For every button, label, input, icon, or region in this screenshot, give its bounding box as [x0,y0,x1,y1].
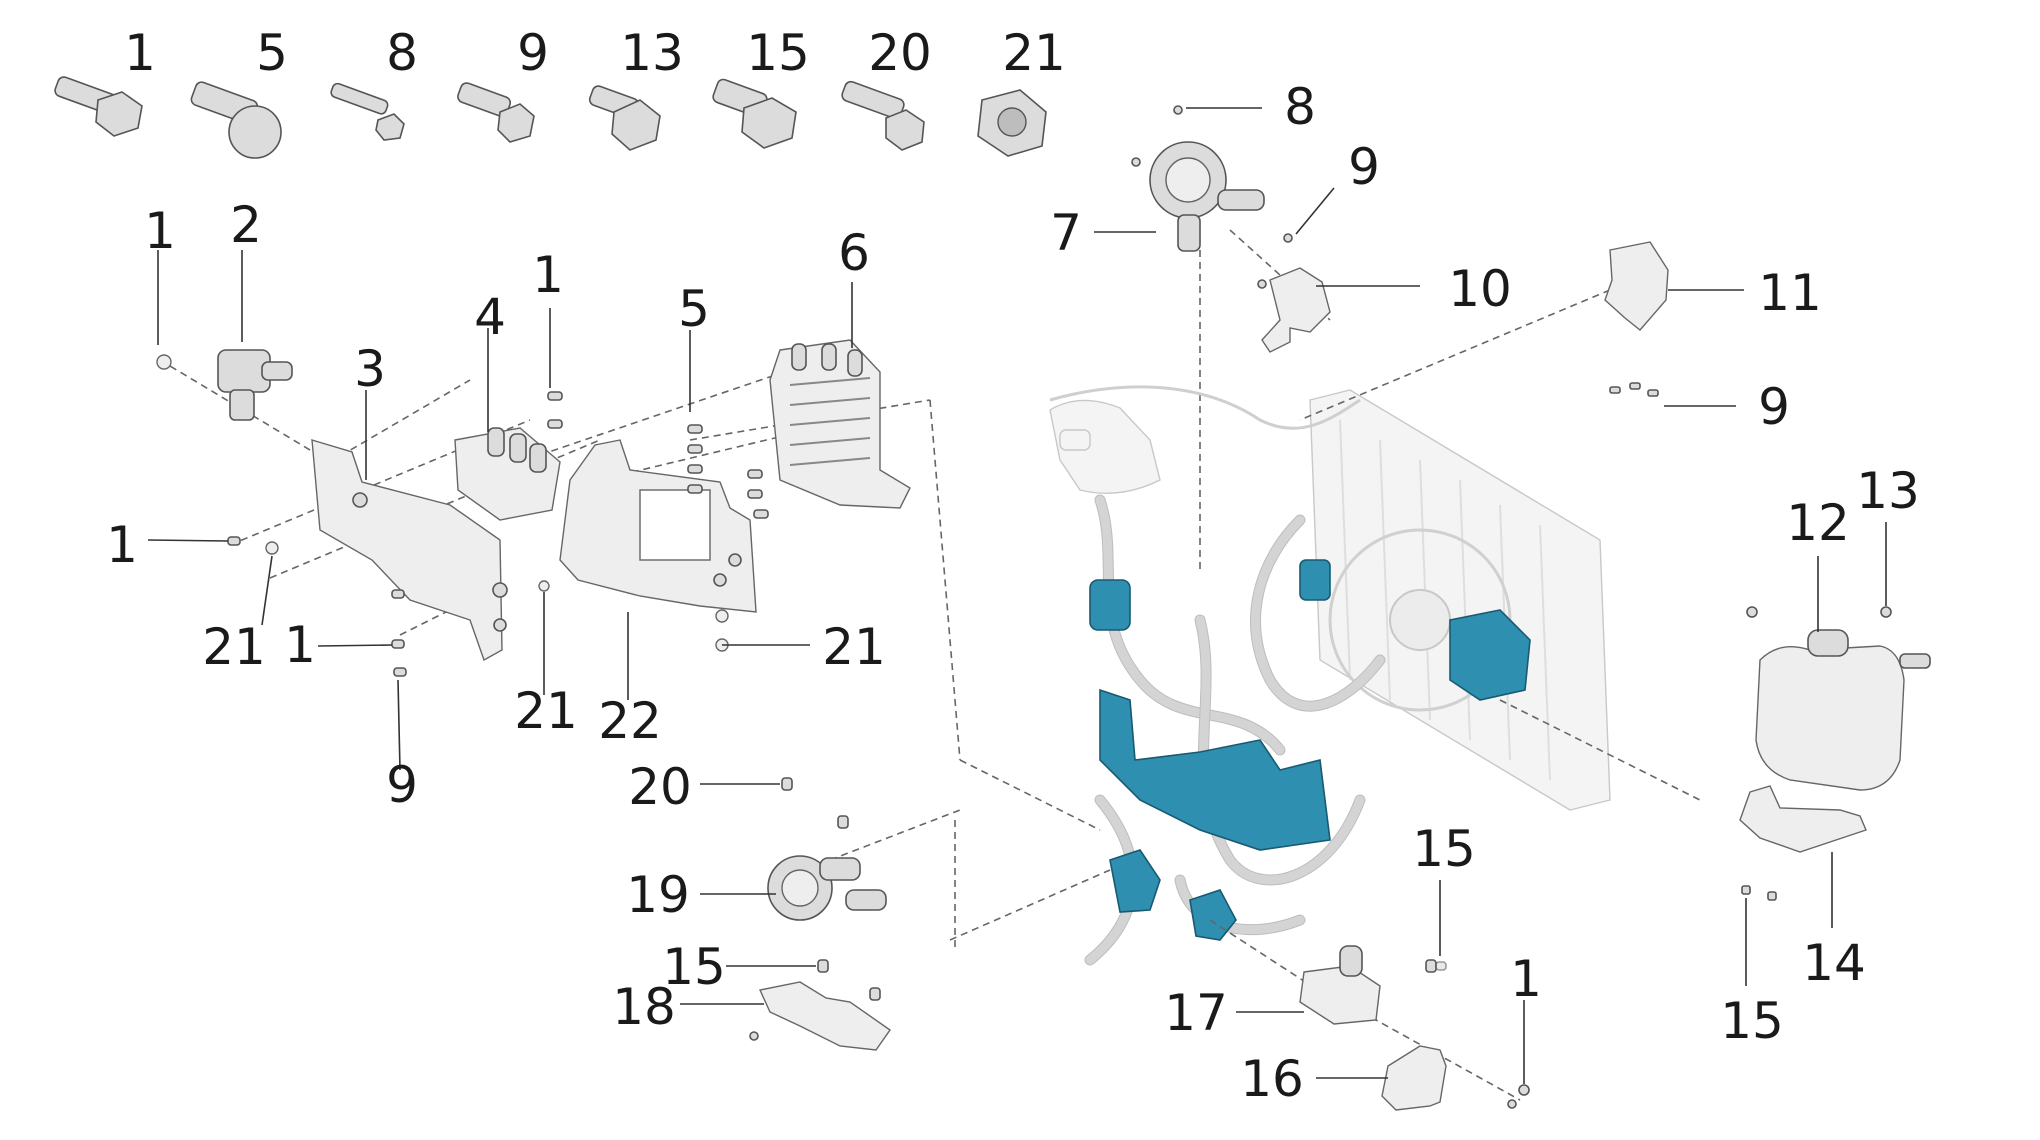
fastener-15: 15 [712,24,810,149]
left-assembly-group: 1 2 3 4 1 5 6 1 21 1 9 21 22 21 [106,196,931,814]
callout-14: 14 [1802,934,1866,992]
part-16-bracket [1381,1045,1447,1111]
part-2-valve [156,349,293,421]
callout-19: 19 [626,866,690,924]
part-22-carrier-plate [559,439,757,613]
radiator-pack [1309,389,1611,811]
callout-1-c: 1 [106,516,138,574]
callout-7: 7 [1050,204,1082,262]
callout-1-b: 1 [532,246,564,304]
callout-22: 22 [598,692,662,750]
callout-17: 17 [1164,984,1228,1042]
callout-4: 4 [474,288,506,346]
fastener-9: 9 [457,24,549,143]
fastener-8: 8 [330,24,418,141]
ghost-reservoir [1049,399,1161,494]
callout-21-c: 21 [822,618,886,676]
fastener-label-21: 21 [1002,24,1066,82]
callout-10: 10 [1448,260,1512,318]
callout-9-c: 9 [386,756,418,814]
fastener-5: 5 [190,24,288,159]
fastener-label-9: 9 [517,24,549,82]
lower-pump-group: 20 19 15 18 [612,758,891,1051]
part-18-bracket [758,981,891,1051]
reservoir-group: 12 13 14 15 [1720,462,1931,1050]
callout-2: 2 [230,196,262,254]
callout-9-b: 9 [1758,378,1790,436]
part-10-bracket [1261,267,1331,353]
callout-3: 3 [354,340,386,398]
fastener-label-5: 5 [256,24,288,82]
part-12-reservoir [1755,629,1931,791]
callout-11: 11 [1758,264,1822,322]
part-6-heater-module [769,339,911,509]
left-screws [227,391,769,677]
callout-20: 20 [628,758,692,816]
callout-15-c: 15 [1412,820,1476,878]
hl-pump-block [1449,609,1531,701]
main-assembly [1049,385,1611,966]
top-pump-group: 8 7 9 10 [1050,78,1512,570]
callout-16: 16 [1240,1050,1304,1108]
hl-manifold [1099,688,1331,851]
fastener-label-15: 15 [746,24,810,82]
fastener-label-8: 8 [386,24,418,82]
fastener-label-20: 20 [868,24,932,82]
part-3-bracket [311,439,508,662]
part-4-module [454,427,561,521]
part-11-bracket-group: 11 9 [1604,241,1822,436]
fastener-21: 21 [977,24,1066,157]
hl-valve-c [1109,849,1161,913]
callout-1-a: 1 [144,202,176,260]
hl-valve-b [1299,559,1331,601]
callout-21-b: 21 [514,682,578,740]
callout-21-a: 21 [202,618,266,676]
callout-18: 18 [612,978,676,1036]
callout-9-a: 9 [1348,138,1380,196]
fastener-label-13: 13 [620,24,684,82]
highlighted-components [1089,559,1531,941]
fastener-20: 20 [841,24,932,151]
part-7-pump [1149,141,1265,252]
callout-6: 6 [838,224,870,282]
lower-valve-group: 15 17 16 1 [1164,820,1542,1111]
fastener-label-1: 1 [124,24,156,82]
callout-1-e: 1 [1510,950,1542,1008]
callout-8: 8 [1284,78,1316,136]
callout-15-a: 15 [662,938,726,996]
part-14-bracket [1739,785,1867,853]
fastener-1: 1 [54,24,156,137]
callout-5: 5 [678,280,710,338]
part-17-valve [1299,945,1381,1025]
hl-valve-a [1089,579,1131,631]
callout-12: 12 [1786,494,1850,552]
hl-valve-d [1189,889,1237,941]
fastener-legend: 1 5 8 9 13 15 20 [54,24,1066,159]
callout-13: 13 [1856,462,1920,520]
fastener-13: 13 [588,24,684,151]
part-19-pump [767,855,887,921]
callout-1-d: 1 [284,616,316,674]
callout-15-b: 15 [1720,992,1784,1050]
left-leaders [147,250,853,771]
